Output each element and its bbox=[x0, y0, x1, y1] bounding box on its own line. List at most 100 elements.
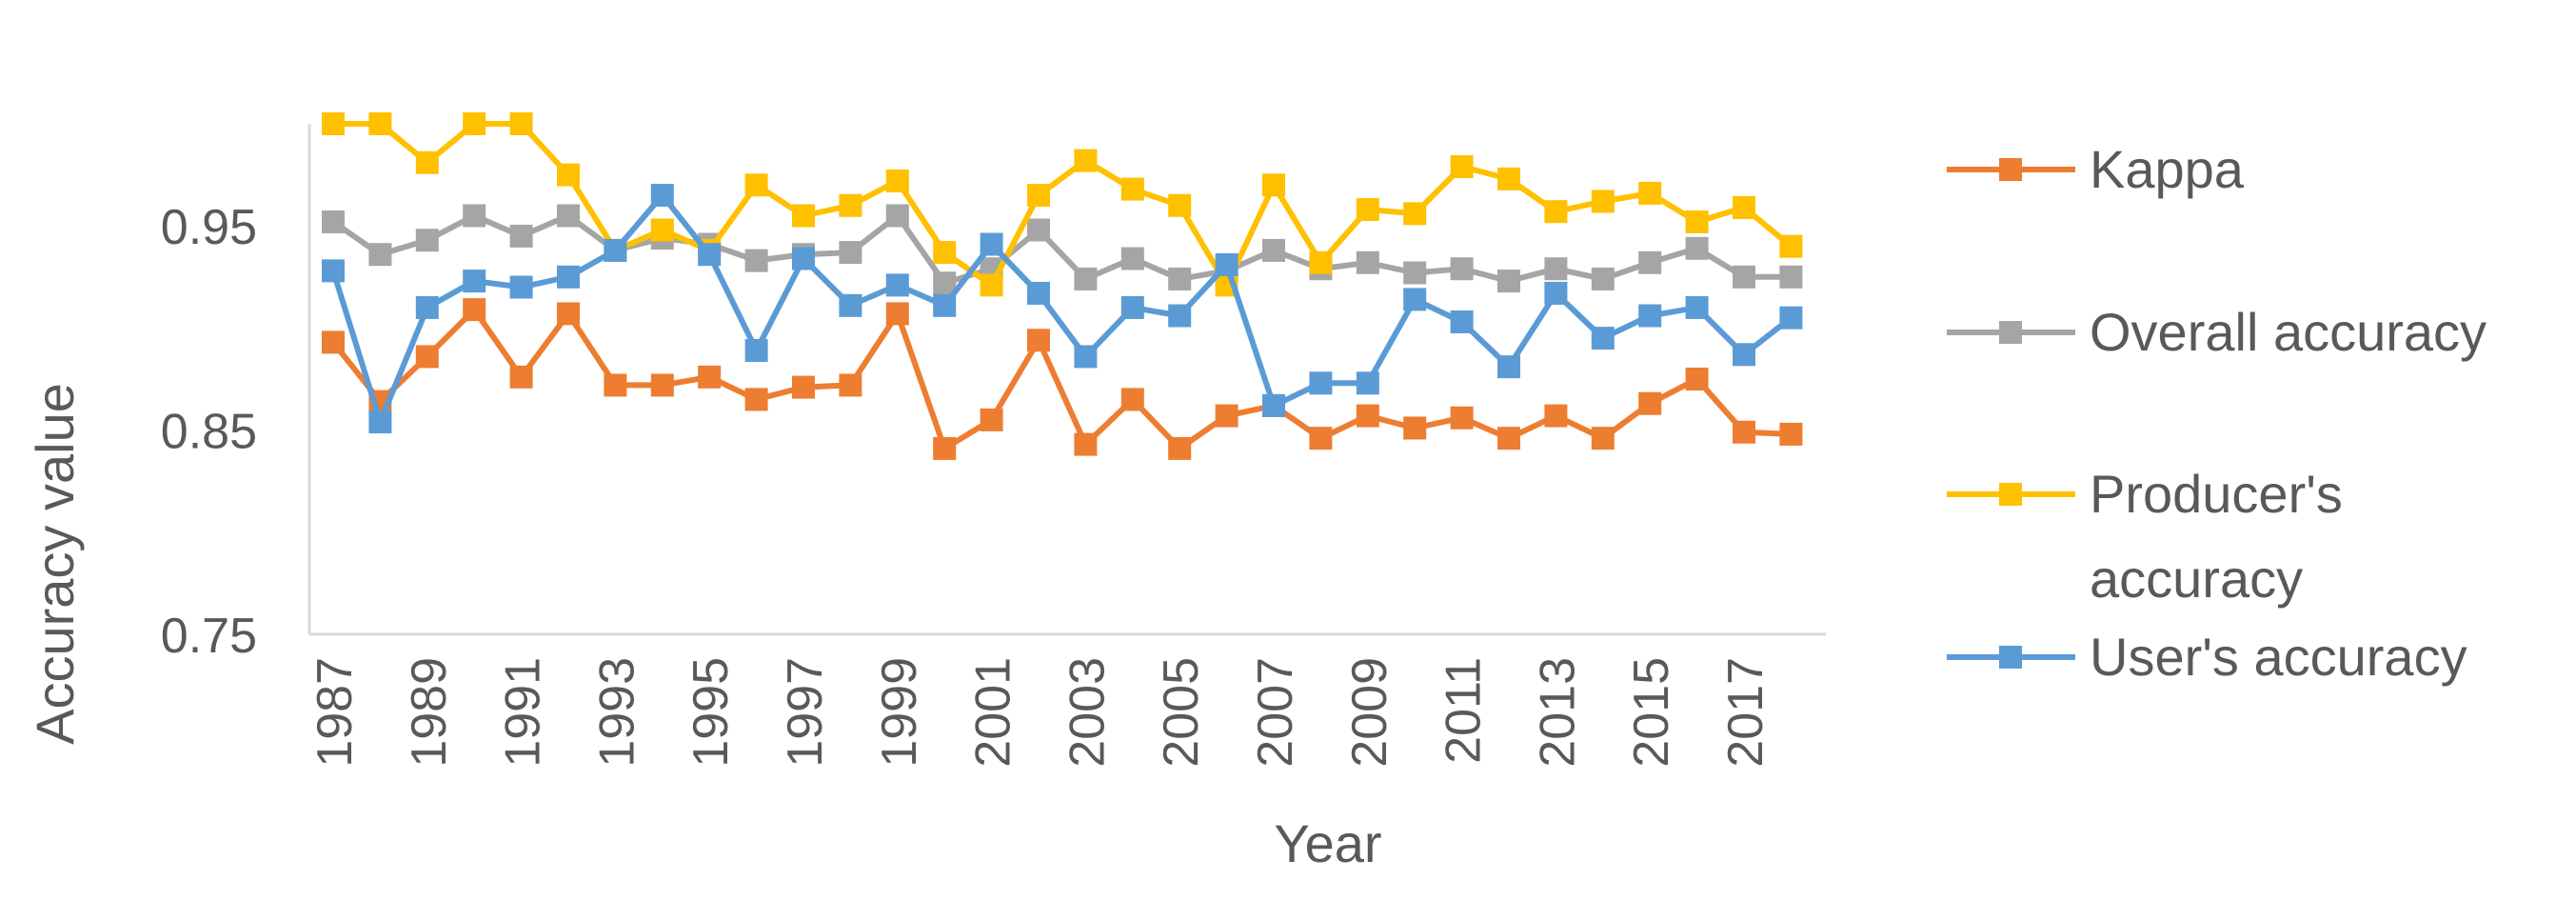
y-tick-labels: 0.75 0.85 0.95 bbox=[161, 200, 257, 664]
data-point bbox=[368, 410, 392, 434]
data-point bbox=[980, 232, 1003, 256]
data-point bbox=[509, 112, 533, 135]
data-point bbox=[1356, 250, 1379, 274]
data-point bbox=[415, 150, 439, 174]
series-line bbox=[330, 307, 1792, 451]
data-point bbox=[1779, 422, 1803, 446]
x-tick-label: 2007 bbox=[1248, 657, 1303, 768]
data-point bbox=[322, 210, 345, 233]
x-tick-label: 2001 bbox=[966, 657, 1021, 768]
x-tick-label: 1989 bbox=[402, 657, 457, 768]
y-tick-label: 0.75 bbox=[161, 609, 257, 664]
data-point bbox=[509, 365, 533, 389]
x-tick-label: 1997 bbox=[778, 657, 833, 768]
data-point bbox=[1356, 404, 1379, 428]
data-point bbox=[839, 293, 862, 317]
y-axis-label: Accuracy value bbox=[25, 383, 85, 745]
data-point bbox=[1638, 250, 1662, 274]
x-tick-label: 2003 bbox=[1060, 657, 1115, 768]
data-point bbox=[1120, 295, 1144, 319]
legend-item: User's accuracy bbox=[1947, 627, 2467, 687]
legend-item: Producer's accuracy bbox=[1947, 464, 2343, 609]
data-point bbox=[933, 436, 957, 460]
data-point bbox=[322, 259, 345, 283]
data-point bbox=[1168, 193, 1192, 217]
data-point bbox=[1120, 177, 1144, 201]
data-point bbox=[744, 338, 768, 362]
data-point bbox=[933, 241, 957, 265]
data-point bbox=[1168, 304, 1192, 328]
data-point bbox=[509, 275, 533, 299]
data-point bbox=[1074, 432, 1098, 456]
data-point bbox=[792, 375, 815, 399]
data-point bbox=[933, 293, 957, 317]
data-point bbox=[1215, 404, 1238, 428]
legend-label: Kappa bbox=[2090, 139, 2245, 199]
data-point bbox=[1544, 257, 1568, 281]
x-tick-label: 1987 bbox=[307, 657, 363, 768]
data-point bbox=[1120, 247, 1144, 270]
x-tick-label: 2017 bbox=[1718, 657, 1773, 768]
data-point bbox=[1497, 167, 1520, 190]
data-point bbox=[415, 229, 439, 252]
data-point bbox=[604, 373, 627, 397]
data-point bbox=[1497, 355, 1520, 379]
data-point bbox=[744, 173, 768, 197]
data-point bbox=[557, 302, 580, 326]
x-tick-label: 2009 bbox=[1342, 657, 1397, 768]
data-point bbox=[1403, 288, 1427, 311]
series-0 bbox=[322, 298, 1803, 460]
data-point bbox=[1591, 427, 1615, 450]
data-point bbox=[698, 365, 722, 389]
data-point bbox=[1685, 210, 1709, 233]
data-point bbox=[1591, 327, 1615, 350]
data-point bbox=[415, 295, 439, 319]
data-point bbox=[1262, 393, 1285, 417]
x-tick-label: 1999 bbox=[872, 657, 927, 768]
data-point bbox=[368, 243, 392, 267]
x-tick-label: 2013 bbox=[1530, 657, 1585, 768]
x-tick-label: 2011 bbox=[1437, 657, 1492, 764]
data-point bbox=[415, 345, 439, 369]
data-point bbox=[650, 184, 674, 208]
data-point bbox=[1733, 195, 1755, 219]
data-point bbox=[885, 302, 909, 326]
x-tick-label: 1993 bbox=[589, 657, 644, 768]
legend-swatch-marker bbox=[1999, 158, 2022, 181]
data-point bbox=[1450, 257, 1474, 281]
data-point bbox=[1403, 202, 1427, 226]
data-point bbox=[1638, 181, 1662, 205]
data-point bbox=[744, 388, 768, 411]
data-point bbox=[1168, 436, 1192, 460]
data-point bbox=[1403, 416, 1427, 440]
data-point bbox=[1733, 343, 1755, 367]
legend: Kappa Overall accuracy Producer's accuracy U… bbox=[1947, 139, 2487, 687]
data-point bbox=[1262, 238, 1285, 262]
data-point bbox=[1685, 368, 1709, 390]
data-point bbox=[1544, 281, 1568, 305]
x-axis-label: Year bbox=[1274, 813, 1381, 873]
data-point bbox=[1779, 234, 1803, 258]
data-point bbox=[1309, 371, 1333, 395]
legend-swatch-marker bbox=[1999, 646, 2022, 669]
data-point bbox=[322, 330, 345, 354]
data-point bbox=[885, 170, 909, 193]
data-point bbox=[1779, 306, 1803, 330]
data-point bbox=[1168, 267, 1192, 290]
data-point bbox=[1733, 265, 1755, 289]
data-point bbox=[650, 218, 674, 242]
data-point bbox=[1027, 218, 1050, 242]
data-point bbox=[792, 204, 815, 228]
series-layer bbox=[322, 112, 1803, 460]
data-point bbox=[1262, 173, 1285, 197]
data-point bbox=[463, 112, 486, 135]
data-point bbox=[792, 247, 815, 270]
data-point bbox=[322, 112, 345, 135]
data-point bbox=[1074, 267, 1098, 290]
data-point bbox=[1450, 155, 1474, 179]
data-point bbox=[463, 298, 486, 322]
data-point bbox=[1027, 281, 1050, 305]
data-point bbox=[933, 271, 957, 295]
series-3 bbox=[322, 184, 1803, 434]
data-point bbox=[1450, 406, 1474, 430]
